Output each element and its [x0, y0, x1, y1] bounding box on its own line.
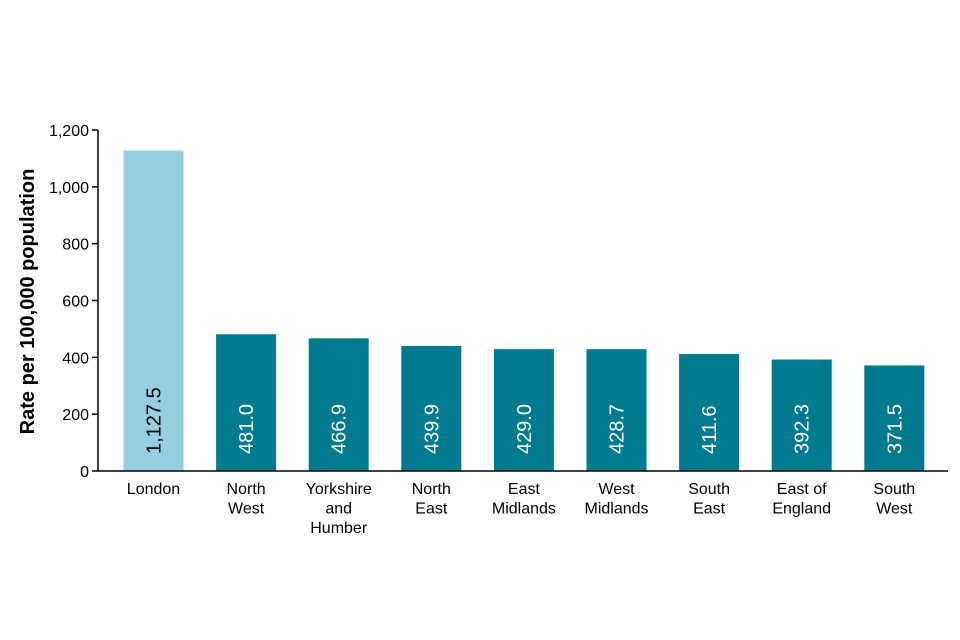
bar-value-label: 411.6	[699, 405, 721, 454]
x-category-label: West Midlands	[584, 481, 648, 518]
bar	[401, 345, 462, 471]
bar-value-label: 371.5	[884, 404, 906, 454]
x-axis-category-labels: London North West Yorkshire and Humber North Ea…	[127, 481, 915, 537]
bar	[308, 338, 369, 471]
y-tick-label: 200	[62, 407, 89, 424]
bar	[771, 359, 832, 471]
bar	[493, 349, 554, 471]
bar-value-label: 481.0	[236, 404, 258, 454]
bars: 1,127.5 481.0 466.9 439.9 429.0 428.7 411.6 392…	[123, 150, 925, 471]
bar	[586, 349, 647, 471]
bar-value-label: 429.0	[514, 404, 536, 454]
bar-value-label: 466.9	[329, 404, 351, 454]
y-tick-label: 0	[80, 464, 89, 481]
x-category-label: Yorkshire and Humber	[306, 481, 372, 537]
x-category-label: South West	[873, 481, 915, 518]
x-category-label: East Midlands	[492, 481, 556, 518]
x-category-label: London	[127, 481, 180, 498]
y-tick-label: 1,200	[49, 123, 89, 140]
y-tick-label: 400	[62, 350, 89, 367]
y-tick-label: 800	[62, 237, 89, 254]
x-category-label: North East	[412, 481, 451, 518]
bar	[864, 365, 925, 471]
bar	[216, 334, 277, 471]
x-category-label: North West	[227, 481, 266, 518]
bar	[679, 354, 740, 471]
y-tick-label: 1,000	[49, 180, 89, 197]
y-axis-ticks: 0 200 400 600 800 1,000 1,200	[49, 123, 98, 481]
x-category-label: East of England	[772, 481, 831, 518]
bar-value-label: 428.7	[607, 404, 629, 454]
y-axis-title: Rate per 100,000 population	[17, 169, 39, 435]
bar-value-label: 1,127.5	[144, 387, 166, 454]
bar	[123, 150, 184, 471]
bar-value-label: 439.9	[421, 404, 443, 454]
bar-value-label: 392.3	[792, 404, 814, 454]
y-tick-label: 600	[62, 294, 89, 311]
x-category-label: South East	[688, 481, 730, 518]
